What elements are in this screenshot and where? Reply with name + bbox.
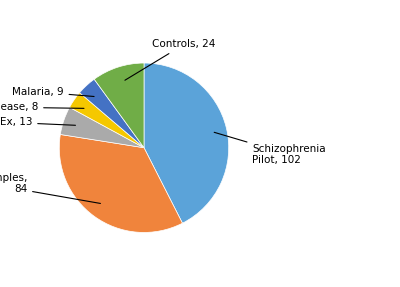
Wedge shape: [80, 79, 144, 148]
Wedge shape: [144, 63, 229, 223]
Text: Controls, 24: Controls, 24: [125, 39, 216, 80]
Text: Rare Disease, 8: Rare Disease, 8: [0, 102, 84, 112]
Text: Tumor Samples,
84: Tumor Samples, 84: [0, 172, 100, 203]
Wedge shape: [94, 63, 144, 148]
Wedge shape: [70, 93, 144, 148]
Text: Schizophrenia
Pilot, 102: Schizophrenia Pilot, 102: [214, 132, 326, 165]
Text: GTEx, 13: GTEx, 13: [0, 117, 76, 127]
Wedge shape: [60, 107, 144, 148]
Text: Malaria, 9: Malaria, 9: [12, 87, 94, 97]
Wedge shape: [59, 135, 182, 232]
